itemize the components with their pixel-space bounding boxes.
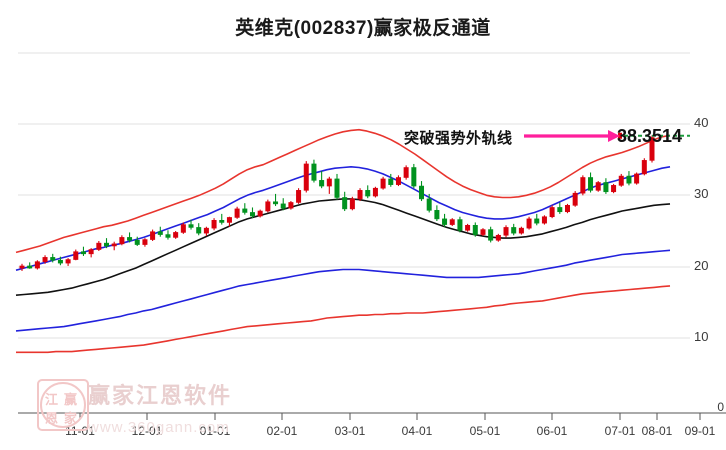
x-axis-tick-09-01: 09-01 [684,424,716,438]
y-axis-tick-40: 40 [694,115,709,130]
breakout-annotation-label: 突破强势外轨线 [404,130,513,147]
target-price-line [618,132,690,139]
x-axis-tick-07-01: 07-01 [604,424,636,438]
x-axis-tick-06-01: 06-01 [536,424,568,438]
candlestick-series [19,135,655,271]
svg-text:恩: 恩 [45,411,58,426]
channel-bands [15,128,671,354]
grid-lines [18,52,690,339]
x-axis-tick-01-01: 01-01 [199,424,231,438]
x-axis-tick-08-01: 08-01 [641,424,673,438]
x-axis-tick-12-01: 12-01 [131,424,163,438]
watermark-brand: 赢家江恩软件 [88,383,233,408]
x-axis-tick-05-01: 05-01 [469,424,501,438]
y-axis-tick-20: 20 [694,258,709,273]
svg-text:赢: 赢 [64,392,77,407]
svg-text:江: 江 [45,392,58,407]
svg-text:家: 家 [64,411,78,426]
watermark-url: www.360gann.com [88,419,230,436]
x-axis-tick-03-01: 03-01 [334,424,366,438]
brand-seal-icon: 江 赢 恩 家 [37,379,89,431]
y-axis-tick-10: 10 [694,329,709,344]
breakout-annotation-value: 38.3514 [617,126,683,146]
axis-lines [18,412,726,420]
zero-axis-label: 0 [717,400,724,414]
x-axis-tick-04-01: 04-01 [401,424,433,438]
page-title: 英维克(002837)赢家极反通道 [235,18,491,39]
breakout-arrow [524,130,620,142]
x-axis-tick-02-01: 02-01 [266,424,298,438]
y-axis-tick-30: 30 [694,186,709,201]
